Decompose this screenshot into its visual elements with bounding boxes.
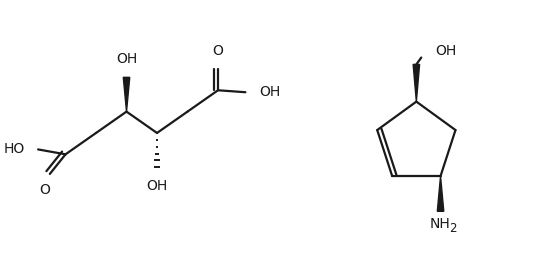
Polygon shape	[123, 77, 130, 112]
Text: 2: 2	[449, 222, 457, 235]
Text: NH: NH	[429, 217, 450, 231]
Polygon shape	[437, 176, 444, 211]
Text: OH: OH	[146, 179, 168, 193]
Polygon shape	[413, 64, 420, 102]
Text: HO: HO	[3, 143, 24, 156]
Text: OH: OH	[259, 85, 281, 99]
Text: O: O	[40, 183, 51, 197]
Text: OH: OH	[116, 52, 137, 65]
Text: OH: OH	[435, 44, 456, 58]
Text: O: O	[212, 44, 223, 58]
